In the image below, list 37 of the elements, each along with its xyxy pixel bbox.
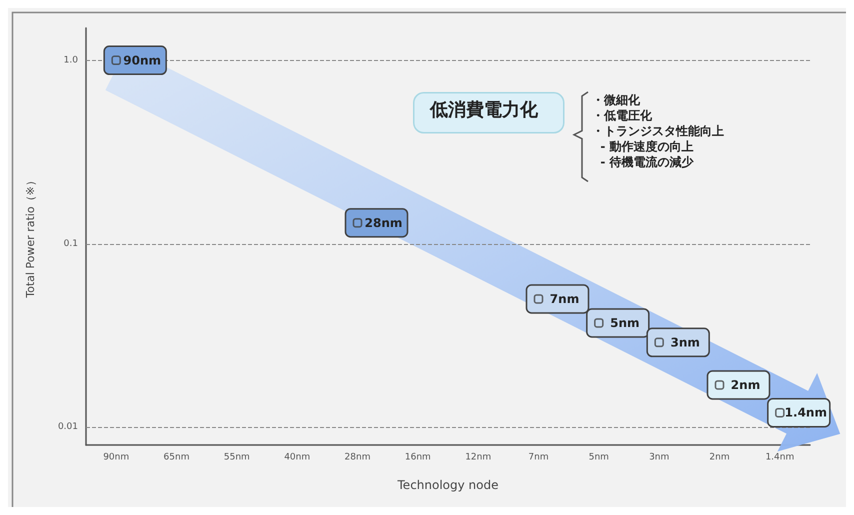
x-tick-label: 16nm [404,452,431,462]
point [594,318,604,328]
annotation: 3nm [670,335,700,350]
point [534,294,544,304]
x-tick-label: 5nm [588,452,609,462]
annotation: - 待機電流の減少 [592,155,695,169]
x-tick-label: 2nm [709,452,730,462]
annotation: 90nm [123,53,162,68]
x-tick-label: 1.4nm [765,452,794,462]
y-tick-label: 1.0 [64,55,78,66]
annotation: ・低電圧化 [592,108,653,122]
point [654,338,664,348]
annotation: ・トランジスタ性能向上 [592,124,724,138]
annotation: 7nm [550,292,580,306]
point [111,56,121,66]
annotation: 5nm [610,316,640,330]
point [775,408,785,418]
point [714,380,724,390]
y-tick-label: 0.01 [58,422,78,432]
annotation: 1.4nm [784,406,827,420]
annotation: 低消費電力化 [429,100,539,120]
x-tick-label: 65nm [164,452,190,462]
x-tick-label: 12nm [465,452,492,462]
x-tick-label: 28nm [344,452,370,462]
annotation: - 動作速度の向上 [592,140,694,154]
x-tick-label: 55nm [224,452,250,462]
y-axis-title: Total Power ratio（※） [24,175,37,299]
x-tick-label: 40nm [284,452,310,462]
annotation: 28nm [364,216,402,230]
point [352,218,362,228]
x-axis-title: Technology node [396,478,498,492]
y-tick-label: 0.1 [64,238,78,249]
annotation: 2nm [730,378,760,392]
annotation: ・微細化 [592,93,641,107]
x-tick-label: 3nm [649,452,670,462]
x-tick-label: 90nm [103,452,130,462]
x-tick-label: 7nm [528,452,549,462]
